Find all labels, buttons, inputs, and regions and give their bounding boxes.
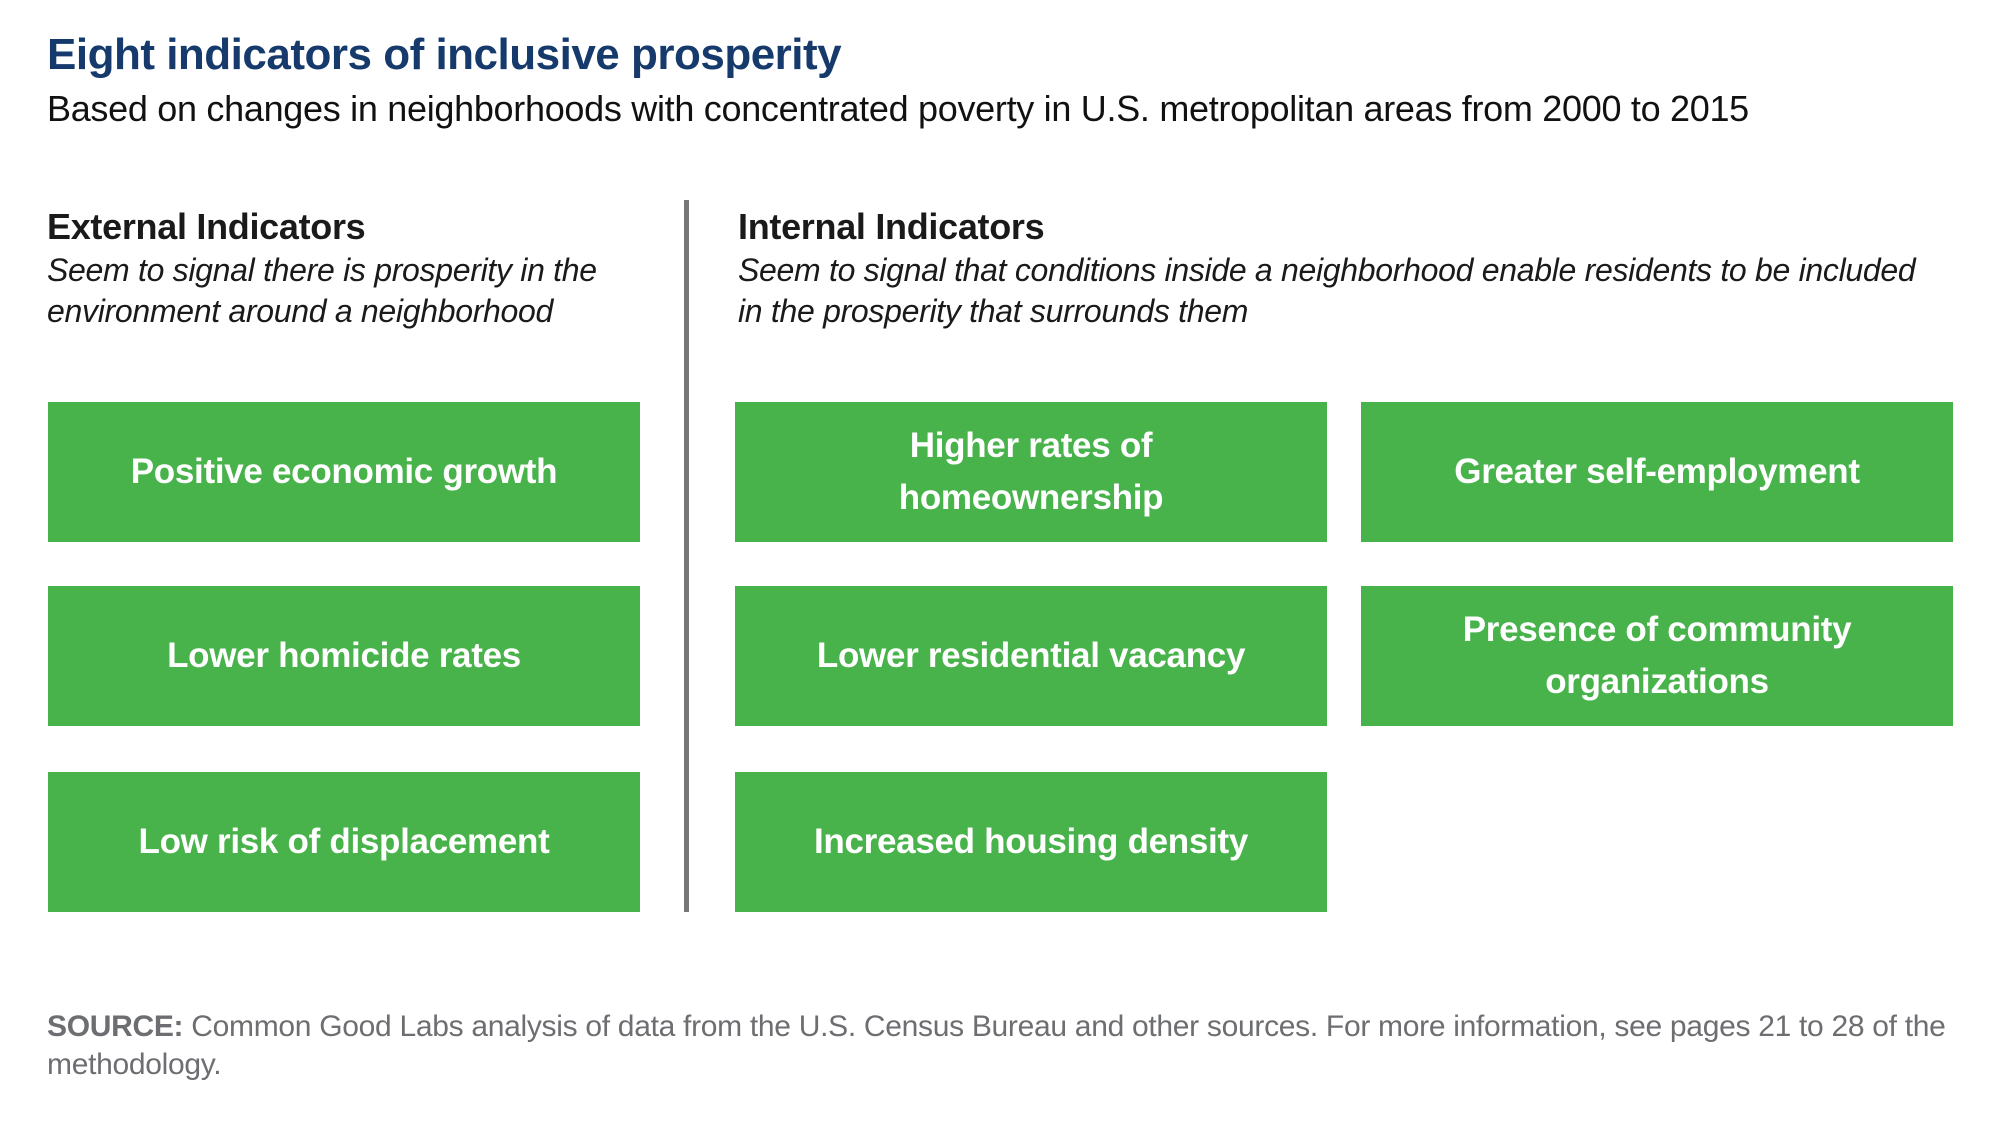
indicator-label: Positive economic growth: [130, 452, 558, 491]
external-indicators-description: Seem to signal there is prosperity in th…: [47, 252, 597, 329]
indicator-label: Higher rates of homeownership: [898, 426, 1164, 517]
source-label: SOURCE:: [47, 1010, 184, 1043]
indicator-label: Greater self-employment: [1454, 452, 1860, 491]
internal-indicators-description: Seem to signal that conditions inside a …: [738, 252, 1916, 329]
indicator-label: Lower residential vacancy: [816, 636, 1246, 675]
indicator-box-positive-economic-growth: Positive economic growth: [48, 402, 640, 542]
internal-indicators-heading: Internal Indicators: [738, 206, 1045, 247]
indicator-label: Increased housing density: [814, 822, 1248, 861]
indicator-label: Lower homicide rates: [167, 636, 521, 675]
indicator-box-higher-rates-of-homeownership: Higher rates of homeownership: [735, 402, 1327, 542]
source-note: SOURCE: Common Good Labs analysis of dat…: [47, 1008, 1947, 1084]
indicator-box-lower-residential-vacancy: Lower residential vacancy: [735, 586, 1327, 726]
page-title: Eight indicators of inclusive prosperity: [47, 30, 842, 79]
external-indicators-heading: External Indicators: [47, 206, 366, 247]
page-subtitle: Based on changes in neighborhoods with c…: [47, 88, 1749, 129]
indicator-box-low-risk-of-displacement: Low risk of displacement: [48, 772, 640, 912]
indicator-box-lower-homicide-rates: Lower homicide rates: [48, 586, 640, 726]
column-divider: [684, 200, 689, 912]
indicator-label: Low risk of displacement: [138, 822, 550, 861]
source-text: Common Good Labs analysis of data from t…: [47, 1010, 1946, 1081]
indicator-box-presence-of-community-organizations: Presence of community organizations: [1361, 586, 1953, 726]
indicator-box-increased-housing-density: Increased housing density: [735, 772, 1327, 912]
indicator-label: Presence of community organizations: [1462, 610, 1852, 701]
indicator-box-greater-self-employment: Greater self-employment: [1361, 402, 1953, 542]
